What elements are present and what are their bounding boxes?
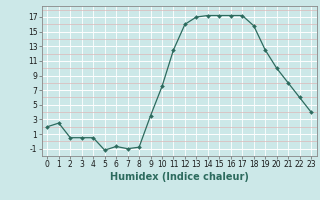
X-axis label: Humidex (Indice chaleur): Humidex (Indice chaleur) [110,172,249,182]
